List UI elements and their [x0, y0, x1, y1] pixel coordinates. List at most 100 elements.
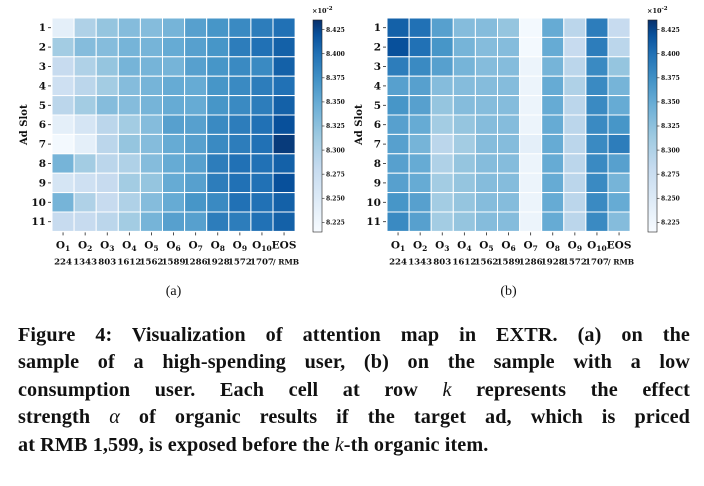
- x-tick-label: O2: [413, 239, 427, 253]
- y-tick-label: 10: [366, 197, 381, 209]
- caption-line-5: at RMB 1,599, is exposed before the k-th…: [18, 433, 489, 456]
- heatmap-cell: [228, 153, 252, 174]
- heatmap-cell: [51, 172, 75, 194]
- heatmap-cell: [519, 192, 543, 213]
- heatmap-cell: [519, 95, 543, 116]
- heatmap-cell: [408, 17, 432, 38]
- heatmap-cell: [73, 95, 97, 116]
- heatmap-cell: [51, 56, 75, 77]
- x-tick-label: EOS: [272, 239, 297, 251]
- x-price-label: 1928: [541, 257, 565, 267]
- heatmap-cell: [51, 114, 75, 135]
- y-tick-label: 10: [31, 197, 46, 209]
- heatmap-cell: [162, 133, 186, 155]
- heatmap-cell: [386, 17, 410, 38]
- heatmap-cell: [386, 36, 410, 58]
- x-price-label: 1343: [408, 257, 432, 267]
- x-price-label: / RMB: [273, 257, 299, 266]
- colorbar-tick-label: 8.225: [661, 220, 680, 227]
- heatmap-cell: [430, 153, 454, 174]
- heatmap-cell: [272, 95, 296, 116]
- heatmap-cell: [430, 36, 454, 58]
- heatmap-cell: [117, 153, 141, 174]
- heatmap-cell: [607, 192, 631, 213]
- heatmap-cell: [408, 153, 432, 174]
- heatmap-cell: [51, 211, 75, 232]
- heatmap-cell: [585, 172, 609, 194]
- heatmap-cell: [519, 75, 543, 97]
- heatmap-cell: [585, 95, 609, 116]
- heatmap-cell: [250, 192, 274, 213]
- heatmap-cell: [95, 56, 119, 77]
- heatmap-cell: [563, 17, 587, 38]
- heatmap-cell: [117, 36, 141, 58]
- heatmap-cell: [117, 56, 141, 77]
- heatmap-cell: [452, 56, 476, 77]
- figure-caption: Figure 4: Visualization of attention map…: [18, 322, 690, 459]
- heatmap-cell: [250, 114, 274, 135]
- colorbar-exponent: ×10-2: [647, 6, 668, 15]
- y-tick-label: 2: [374, 42, 381, 54]
- heatmap-cell: [585, 75, 609, 97]
- heatmap-cell: [228, 133, 252, 155]
- heatmap-cell: [386, 95, 410, 116]
- heatmap-cell: [541, 153, 565, 174]
- x-price-label: 1562: [474, 257, 498, 267]
- heatmap-cell: [139, 56, 163, 77]
- heatmap-cell: [206, 211, 230, 232]
- heatmap-cell: [452, 153, 476, 174]
- heatmap-cell: [250, 56, 274, 77]
- heatmap-cell: [139, 153, 163, 174]
- y-tick-label: 11: [31, 216, 46, 228]
- caption-line-2: sample of a high-spending user, (b) on t…: [18, 351, 690, 374]
- x-price-label: 1286: [519, 257, 543, 267]
- heatmap-cell: [139, 133, 163, 155]
- colorbar-tick-label: 8.300: [326, 147, 345, 154]
- heatmap-cell: [73, 192, 97, 213]
- x-tick-label: EOS: [607, 239, 632, 251]
- caption-line-4: strength α of organic results if the tar…: [18, 406, 690, 429]
- heatmap-cell: [541, 36, 565, 58]
- x-tick-label: O7: [523, 239, 537, 253]
- heatmap-cell: [272, 17, 296, 38]
- heatmap-cell: [206, 56, 230, 77]
- y-tick-label: 7: [39, 139, 46, 151]
- x-tick-label: O2: [78, 239, 92, 253]
- heatmap-cell: [497, 17, 521, 38]
- heatmap-cell: [95, 95, 119, 116]
- heatmap-cell: [250, 17, 274, 38]
- heatmap-cell: [228, 17, 252, 38]
- x-price-label: 1572: [563, 257, 587, 267]
- heatmap-cell: [607, 153, 631, 174]
- heatmap-cell: [117, 133, 141, 155]
- heatmap-cell: [408, 133, 432, 155]
- heatmap-cell: [607, 211, 631, 232]
- heatmap-cell: [497, 153, 521, 174]
- x-price-label: 224: [54, 257, 72, 267]
- colorbar-tick-label: 8.350: [661, 99, 680, 106]
- x-tick-label: O9: [233, 239, 247, 253]
- x-tick-label: O8: [546, 239, 560, 253]
- caption-var-k: k: [442, 378, 452, 401]
- heatmap-cell: [386, 133, 410, 155]
- heatmap-cell: [541, 192, 565, 213]
- heatmap-cell: [73, 172, 97, 194]
- x-price-label: 1928: [206, 257, 230, 267]
- heatmap-cell: [519, 17, 543, 38]
- y-tick-label: 5: [39, 100, 46, 112]
- heatmap-cell: [184, 95, 208, 116]
- heatmap-cell: [452, 211, 476, 232]
- heatmap-cell: [162, 114, 186, 135]
- heatmap-cell: [497, 95, 521, 116]
- y-tick-label: 5: [374, 100, 381, 112]
- x-price-label: 1286: [184, 257, 208, 267]
- heatmap-cell: [250, 75, 274, 97]
- x-tick-label: O6: [166, 239, 180, 253]
- colorbar-tick-label: 8.375: [661, 75, 680, 82]
- heatmap-cell: [272, 153, 296, 174]
- heatmap-cell: [430, 172, 454, 194]
- heatmap-cell: [162, 56, 186, 77]
- heatmap-cell: [95, 192, 119, 213]
